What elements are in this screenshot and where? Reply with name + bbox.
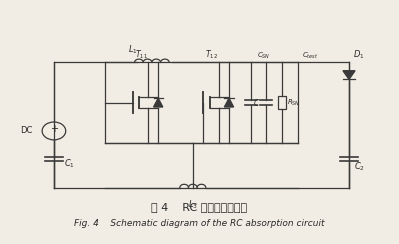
Text: $C_2$: $C_2$ <box>354 161 365 173</box>
Text: $T_{12}$: $T_{12}$ <box>205 48 218 61</box>
Text: DC: DC <box>20 126 32 135</box>
Text: Fig. 4    Schematic diagram of the RC absorption circuit: Fig. 4 Schematic diagram of the RC absor… <box>74 219 325 228</box>
Polygon shape <box>154 98 163 107</box>
Text: $R_{SN}$: $R_{SN}$ <box>287 98 300 108</box>
Text: $T_{11}$: $T_{11}$ <box>134 48 148 61</box>
Text: $D_1$: $D_1$ <box>353 48 365 61</box>
Text: $L_3$: $L_3$ <box>188 198 198 211</box>
Polygon shape <box>343 71 355 79</box>
Text: $C_{test}$: $C_{test}$ <box>302 51 318 61</box>
Text: $C_{SN}$: $C_{SN}$ <box>257 51 271 61</box>
Polygon shape <box>224 98 233 107</box>
Text: $C$: $C$ <box>253 97 261 108</box>
Bar <box>278 96 286 109</box>
Text: $C_1$: $C_1$ <box>64 157 75 170</box>
Text: +: + <box>50 124 58 134</box>
Text: 图 4    RC 吸收电路原理图: 图 4 RC 吸收电路原理图 <box>152 202 247 212</box>
Text: $L_1$: $L_1$ <box>128 43 138 56</box>
